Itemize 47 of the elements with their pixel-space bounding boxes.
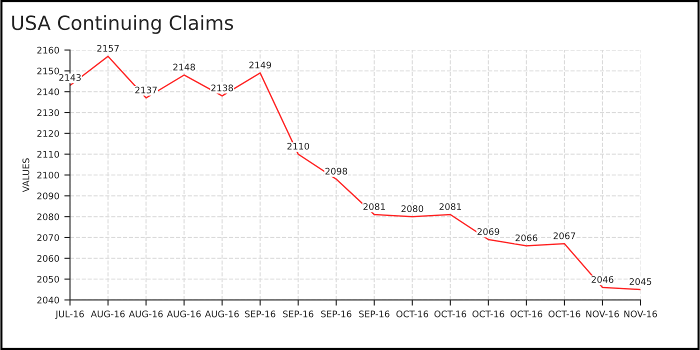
data-label: 2098	[325, 168, 348, 175]
data-label: 2081	[363, 203, 385, 210]
chart-title: USA Continuing Claims	[12, 15, 234, 34]
y-tick-label: 2160	[37, 46, 59, 54]
x-tick-label: SEP-16	[359, 310, 390, 318]
y-tick-label: 2080	[37, 213, 59, 220]
data-label: 2069	[478, 228, 500, 236]
y-tick-label: 2120	[37, 130, 59, 137]
data-label: 2157	[97, 44, 119, 52]
x-tick-label: OCT-16	[396, 310, 428, 318]
data-label: 2138	[211, 84, 234, 92]
y-tick-label: 2130	[37, 109, 59, 116]
y-tick-label: 2140	[37, 88, 59, 96]
data-label: 2137	[135, 86, 157, 94]
x-tick-label: NOV-16	[624, 310, 657, 318]
data-label: 2066	[516, 234, 538, 242]
y-tick-label: 2110	[37, 150, 59, 158]
data-label: 2149	[249, 62, 272, 68]
data-label: 2045	[630, 278, 652, 286]
x-tick-label: SEP-16	[283, 310, 314, 318]
data-label: 2110	[287, 142, 310, 150]
x-tick-label: AUG-16	[204, 310, 239, 318]
y-tick-label: 2150	[37, 68, 59, 74]
y-tick-label: 2100	[37, 172, 59, 179]
x-tick-label: JUL-16	[55, 310, 84, 320]
data-label: 2148	[173, 64, 195, 71]
x-tick-label: AUG-16	[90, 310, 125, 318]
data-label: 2067	[554, 232, 576, 240]
x-tick-label: OCT-16	[510, 310, 542, 318]
x-tick-label: SEP-16	[245, 310, 276, 318]
x-tick-label: OCT-16	[434, 310, 466, 318]
y-tick-label: 2060	[37, 255, 59, 262]
data-label: 2046	[592, 276, 614, 283]
y-tick-label: 2070	[37, 234, 59, 242]
x-tick-label: OCT-16	[472, 310, 504, 318]
x-tick-label: OCT-16	[548, 310, 580, 318]
x-tick-label: AUG-16	[166, 310, 201, 318]
x-tick-label: SEP-16	[321, 310, 352, 318]
y-tick-label: 2050	[37, 276, 59, 283]
y-tick-label: 2040	[37, 296, 59, 304]
data-label: 2080	[401, 205, 424, 212]
x-tick-label: AUG-16	[128, 310, 163, 318]
data-label: 2143	[59, 74, 81, 81]
y-axis-title: VALUES	[22, 158, 30, 192]
data-label: 2081	[440, 203, 461, 210]
x-tick-label: NOV-16	[586, 310, 619, 318]
y-tick-label: 2090	[37, 192, 59, 200]
